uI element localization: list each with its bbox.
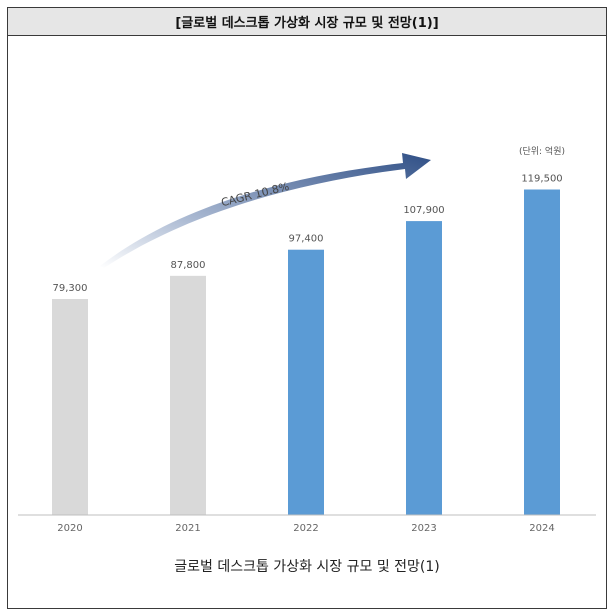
unit-note: (단위: 억원) [519, 145, 565, 157]
x-tick-label-2021: 2021 [175, 523, 200, 534]
chart-frame: [글로벌 데스크톱 가상화 시장 규모 및 전망(1)] 79,300 2020 8… [7, 7, 607, 609]
bar-chart: 79,300 2020 87,800 2021 97,400 2022 107,900 202… [18, 145, 596, 534]
bar-2024 [524, 189, 560, 515]
value-label-2022: 97,400 [289, 234, 324, 245]
bar-2021 [170, 275, 206, 515]
value-label-2020: 79,300 [53, 283, 88, 294]
value-label-2021: 87,800 [171, 260, 206, 271]
bar-2020 [52, 299, 88, 515]
cagr-annotation: CAGR 10.8% [220, 180, 291, 209]
chart-header-title: [글로벌 데스크톱 가상화 시장 규모 및 전망(1)] [8, 8, 606, 36]
x-tick-label-2020: 2020 [57, 523, 82, 534]
x-tick-label-2022: 2022 [293, 523, 318, 534]
value-label-2023: 107,900 [403, 205, 444, 216]
cagr-growth-arrow [100, 153, 431, 268]
x-tick-label-2023: 2023 [411, 523, 436, 534]
x-tick-label-2024: 2024 [529, 523, 554, 534]
value-label-2024: 119,500 [521, 174, 562, 185]
bar-2022 [288, 249, 324, 515]
chart-caption: 글로벌 데스크톱 가상화 시장 규모 및 전망(1) [174, 559, 440, 575]
bar-2023 [406, 221, 442, 515]
